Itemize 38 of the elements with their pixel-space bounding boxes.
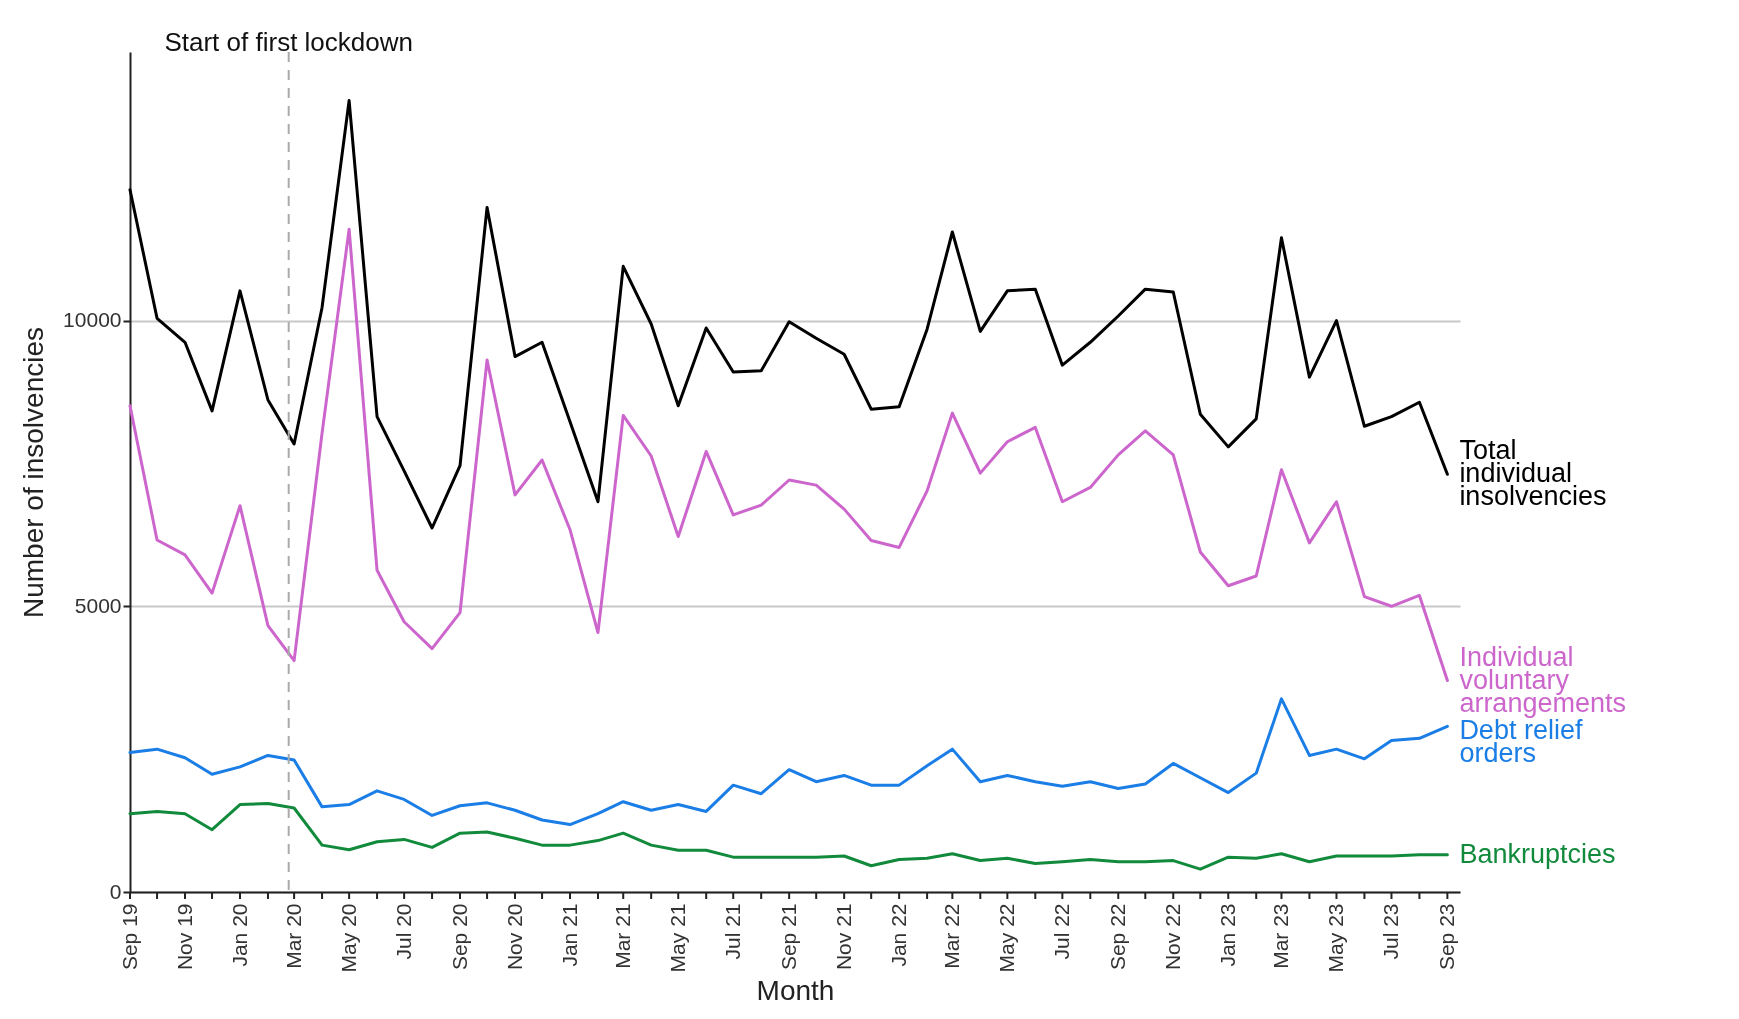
x-tick-label: Jan 20 [227,903,251,967]
series-label: Individual voluntary arrangements [1459,641,1626,718]
x-tick-label: Mar 21 [610,903,634,969]
x-tick-label: Mar 20 [281,903,305,969]
x-tick-label: Sep 20 [447,903,471,971]
y-tick-label: 5000 [74,593,122,617]
y-tick-label: 10000 [63,308,122,332]
x-tick-label: Jan 23 [1215,903,1239,967]
x-tick-label: Nov 22 [1160,903,1184,971]
line-series [128,99,1449,530]
x-tick-label: Nov 19 [172,903,196,971]
x-tick-label: Jan 21 [557,903,581,967]
x-tick-label: Sep 22 [1105,903,1129,971]
x-tick-label: Jul 23 [1378,903,1402,960]
y-tick-label: 0 [109,879,122,903]
x-tick-label: Jan 22 [886,903,910,967]
line-series [128,697,1449,827]
x-tick-label: May 22 [994,903,1018,973]
line-series [128,227,1449,683]
x-axis-title: Month [756,975,835,1007]
x-tick-label: Jul 21 [720,903,744,960]
x-tick-label: Sep 19 [117,903,141,971]
x-tick-label: Jul 20 [391,903,415,960]
x-tick-label: Sep 21 [776,903,800,971]
x-tick-label: Nov 21 [831,903,855,971]
ref-line-label: Start of first lockdown [164,27,413,57]
x-tick-label: Sep 23 [1434,903,1458,971]
x-tick-label: Nov 20 [502,903,526,971]
x-tick-label: Jul 22 [1049,903,1073,960]
series-label: Bankruptcies [1459,838,1616,869]
line-series [128,801,1449,871]
x-tick-label: May 21 [665,903,689,973]
x-tick-label: May 23 [1323,903,1347,973]
series-label: Total individual insolvencies [1459,435,1607,512]
x-tick-label: May 20 [336,903,360,973]
y-axis-title: Number of insolvencies [18,326,50,619]
x-tick-label: Mar 22 [939,903,963,969]
x-tick-label: Mar 23 [1268,903,1292,969]
